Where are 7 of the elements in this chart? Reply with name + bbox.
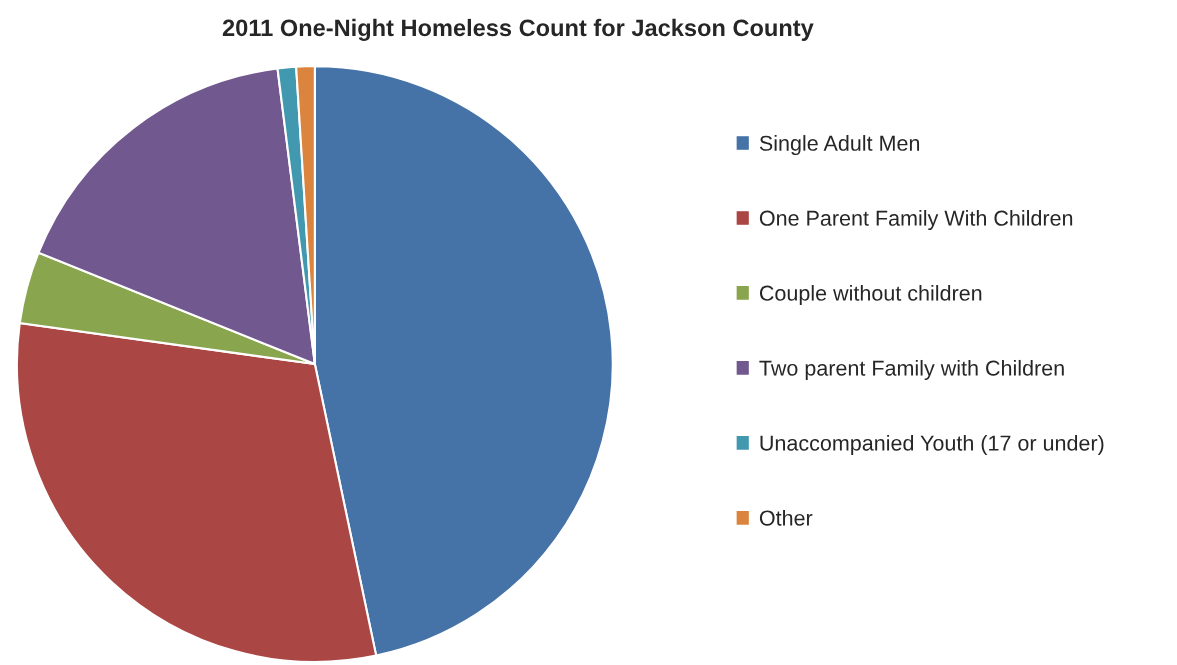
legend-label: Two parent Family with Children: [759, 359, 1064, 381]
legend-label: One Parent Family With Children: [759, 210, 1073, 231]
legend-label: Single Adult Men: [759, 135, 920, 156]
legend-label: Other: [759, 509, 813, 526]
legend-label: Couple without children: [759, 284, 982, 306]
legend-label: Unaccompanied Youth (17 or under): [760, 434, 1104, 455]
chart-title: 2011 One-Night Homeless Count for Jackson County: [222, 18, 814, 41]
